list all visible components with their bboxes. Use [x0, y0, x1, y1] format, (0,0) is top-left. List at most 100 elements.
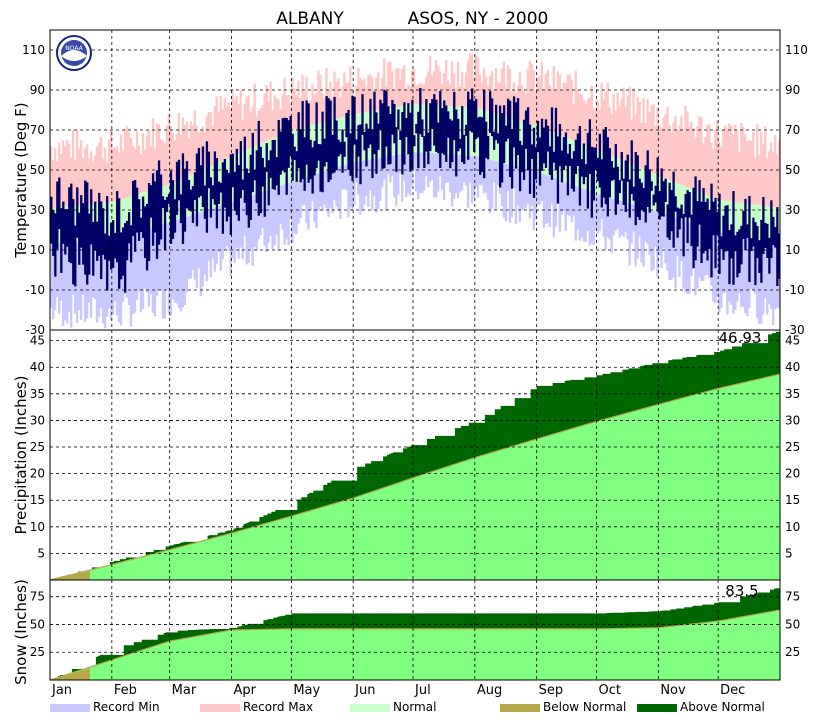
record-max-bar	[586, 99, 589, 146]
record-max-bar	[261, 105, 264, 143]
record-max-bar	[263, 93, 266, 143]
normal-range-bar	[594, 149, 597, 194]
record-max-bar	[301, 74, 304, 128]
record-max-bar	[129, 137, 133, 197]
observed-temp-bar	[163, 200, 167, 250]
snow-frame	[49, 579, 781, 681]
legend-swatch	[200, 704, 240, 712]
observed-temp-bar	[542, 127, 546, 164]
record-max-bar	[726, 128, 729, 202]
normal-range-bar	[486, 111, 490, 160]
observed-temp-bar	[377, 123, 380, 150]
record-max-bar	[434, 59, 438, 106]
record-min-bar	[512, 165, 516, 189]
observed-temp-bar	[137, 199, 141, 241]
record-min-bar	[125, 235, 129, 298]
observed-temp-bar	[498, 105, 502, 188]
observed-temp-bar	[411, 99, 414, 170]
record-max-bar	[295, 94, 298, 129]
record-max-bar	[528, 60, 532, 124]
normal-range-bar	[682, 185, 685, 220]
record-min-bar	[115, 238, 119, 316]
observed-temp-bar	[550, 107, 554, 180]
record-min-bar	[528, 169, 532, 219]
record-max-bar	[478, 74, 482, 110]
observed-temp-bar	[506, 98, 510, 139]
observed-temp-bar	[104, 233, 107, 260]
record-min-bar	[576, 186, 579, 230]
observed-temp-bar	[758, 240, 761, 274]
record-min-bar	[191, 214, 195, 271]
observed-temp-bar	[259, 146, 262, 214]
record-max-bar	[546, 69, 550, 130]
temperature-tick-label-right: 70	[785, 123, 800, 137]
normal-range-bar	[345, 116, 348, 165]
record-min-bar	[460, 155, 464, 191]
normal-range-bar	[119, 199, 123, 238]
record-max-bar	[648, 111, 651, 172]
record-min-bar	[646, 208, 649, 245]
record-min-bar	[395, 155, 398, 206]
observed-temp-bar	[696, 201, 699, 247]
observed-temp-bar	[742, 210, 745, 240]
observed-temp-bar	[66, 209, 69, 247]
observed-temp-bar	[532, 127, 536, 198]
record-min-bar	[289, 182, 292, 219]
record-max-bar	[728, 123, 731, 202]
record-min-bar	[301, 178, 304, 206]
legend-label: Above Normal	[680, 700, 765, 714]
record-min-bar	[516, 166, 520, 206]
observed-temp-bar	[211, 185, 215, 200]
precipitation-axis-label: Precipitation (Inches)	[12, 376, 30, 535]
record-min-bar	[247, 196, 250, 263]
observed-temp-bar	[548, 146, 552, 175]
record-min-bar	[243, 198, 246, 236]
record-max-bar	[283, 77, 286, 134]
record-min-bar	[179, 218, 183, 312]
record-min-bar	[353, 162, 356, 206]
record-max-bar	[187, 137, 191, 176]
record-max-bar	[207, 112, 210, 167]
normal-range-bar	[73, 205, 77, 243]
record-max-bar	[147, 130, 151, 191]
observed-temp-bar	[702, 187, 705, 254]
snow-tick-label-left: 75	[30, 590, 45, 604]
observed-temp-bar	[706, 198, 709, 261]
record-max-bar	[143, 149, 147, 193]
record-max-bar	[650, 105, 653, 173]
observed-temp-bar	[199, 165, 203, 196]
observed-temp-bar	[118, 198, 121, 289]
observed-temp-bar	[738, 229, 741, 274]
record-max-bar	[67, 143, 71, 207]
record-min-bar	[758, 239, 761, 324]
record-max-bar	[688, 126, 691, 188]
record-min-bar	[333, 168, 336, 200]
month-label: May	[293, 683, 320, 698]
record-min-bar	[229, 202, 232, 277]
record-min-bar	[678, 218, 681, 277]
observed-temp-bar	[514, 102, 518, 169]
record-min-bar	[51, 243, 55, 320]
precipitation-tick-label-right: 40	[785, 360, 800, 374]
record-max-bar	[133, 148, 137, 196]
observed-temp-bar	[385, 90, 388, 147]
observed-temp-bar	[177, 159, 181, 201]
record-max-bar	[269, 81, 272, 140]
observed-temp-bar	[490, 98, 494, 137]
record-max-bar	[538, 75, 542, 127]
record-max-bar	[77, 148, 81, 206]
record-max-bar	[409, 86, 412, 105]
record-max-bar	[151, 117, 155, 190]
observed-temp-bar	[616, 166, 619, 205]
observed-temp-bar	[600, 159, 603, 208]
record-max-bar	[221, 109, 224, 161]
observed-temp-bar	[114, 232, 117, 259]
record-min-bar	[658, 212, 661, 256]
normal-range-bar	[520, 121, 524, 168]
record-max-bar	[584, 103, 587, 146]
legend-label: Record Max	[243, 700, 313, 714]
record-min-bar	[562, 181, 565, 212]
record-max-bar	[604, 91, 607, 154]
record-max-bar	[135, 131, 139, 195]
